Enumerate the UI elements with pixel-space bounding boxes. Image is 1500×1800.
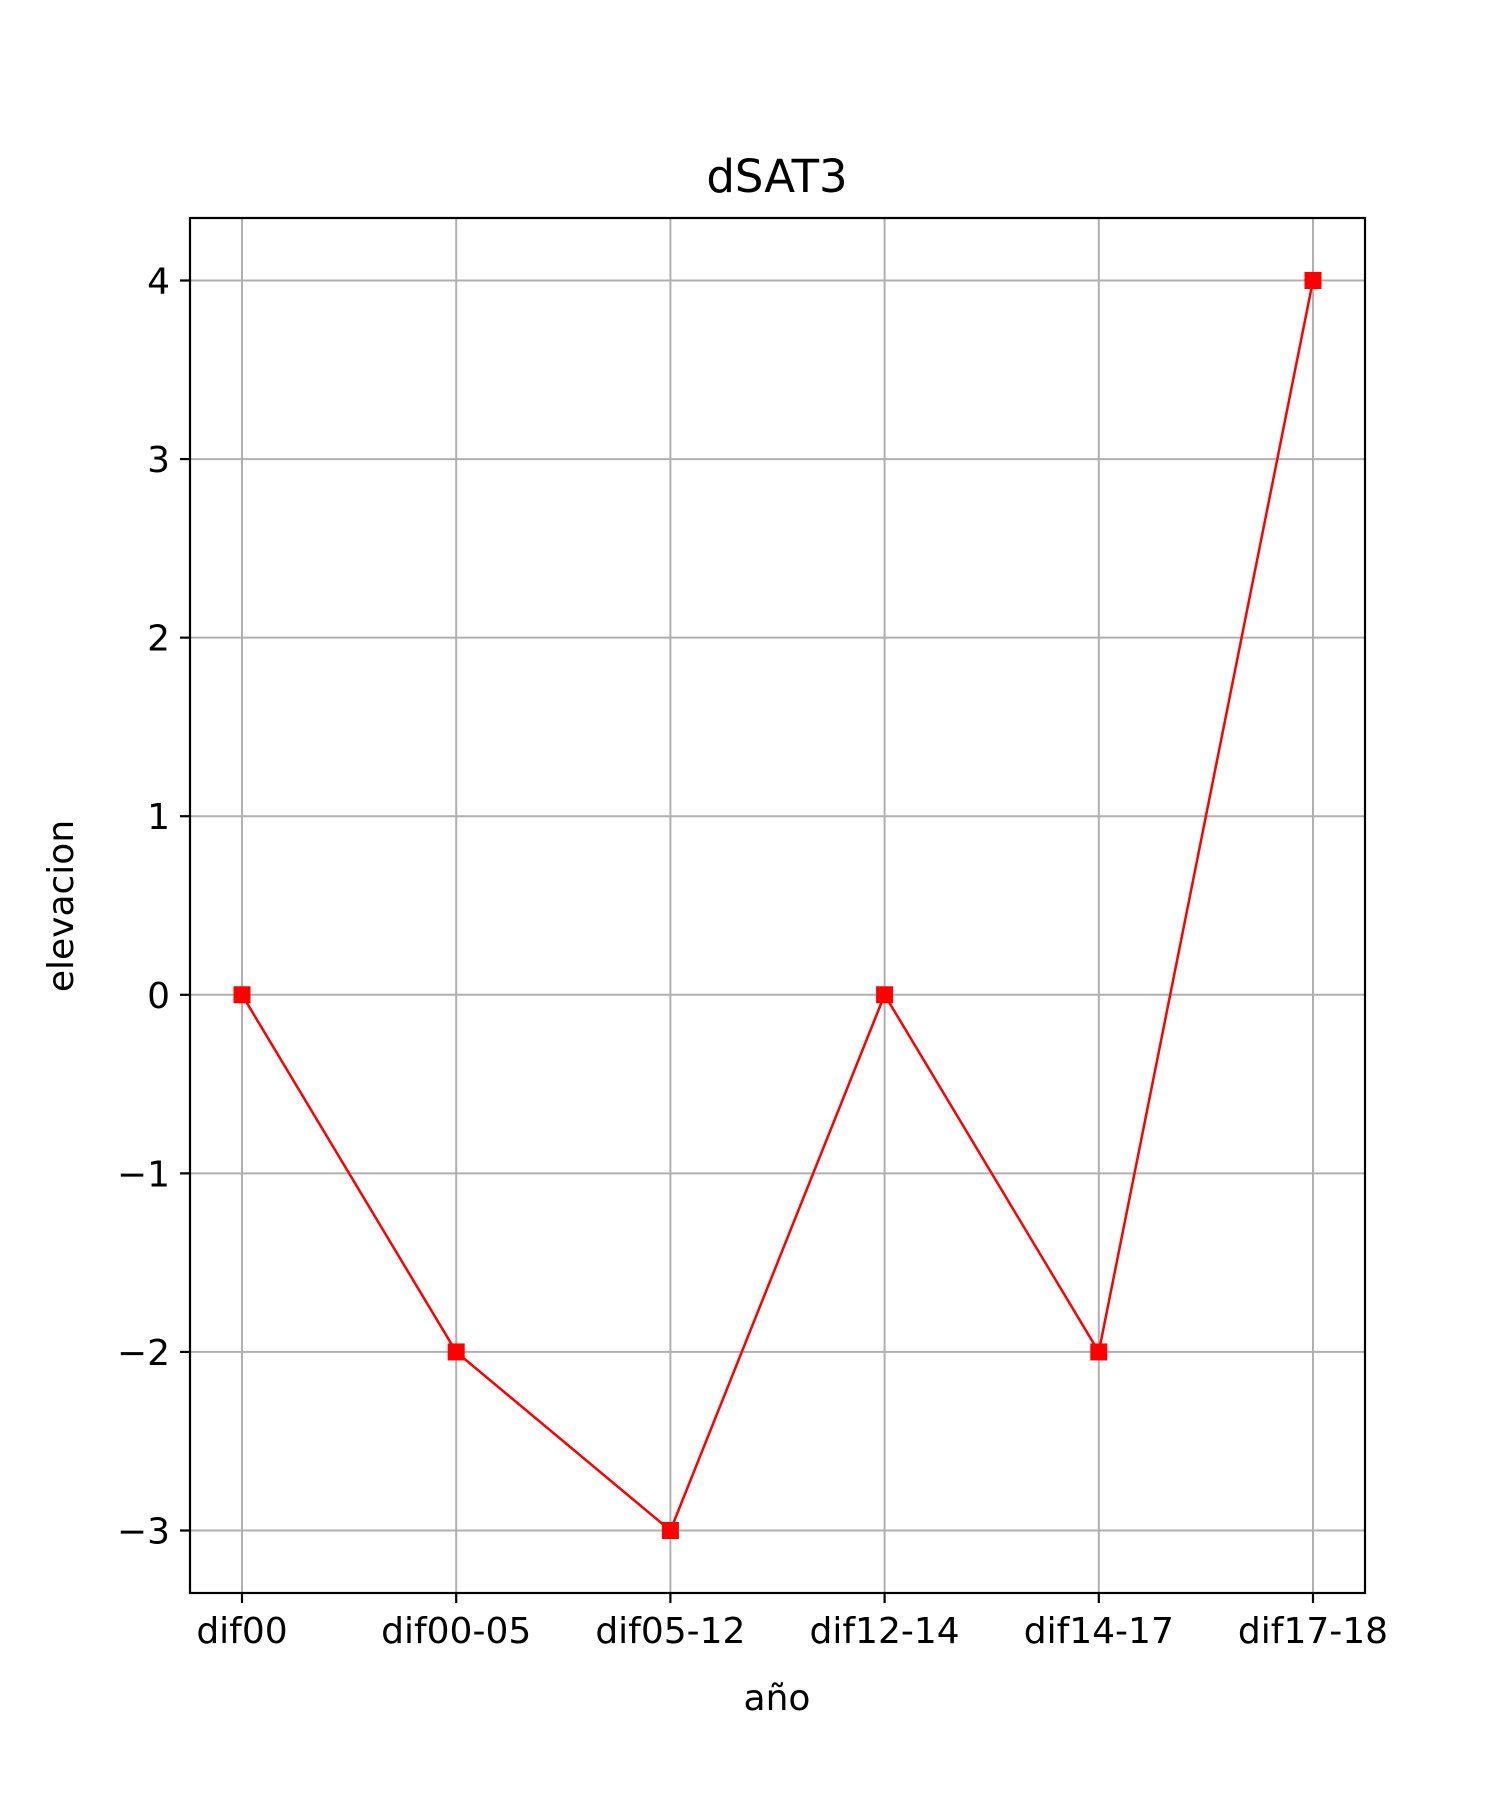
x-tick-label: dif17-18 xyxy=(1238,1611,1388,1652)
chart-title: dSAT3 xyxy=(706,150,847,203)
data-point-marker xyxy=(447,1343,465,1361)
data-point-marker xyxy=(1304,272,1322,289)
x-axis-label: año xyxy=(744,1678,811,1719)
axis-ticks: dif00 dif00-05 dif05-12 dif12-14 dif14-17 dif… xyxy=(117,262,1388,1653)
y-tick-label: 4 xyxy=(147,262,170,303)
y-tick-label: 1 xyxy=(147,797,170,838)
x-tick-label: dif00-05 xyxy=(381,1611,531,1652)
y-tick-label: −3 xyxy=(117,1512,170,1553)
x-tick-label: dif05-12 xyxy=(595,1611,745,1652)
x-tick-label: dif12-14 xyxy=(810,1611,960,1652)
data-point-marker xyxy=(876,986,894,1004)
y-tick-label: −1 xyxy=(117,1154,170,1195)
data-point-marker xyxy=(233,986,251,1004)
grid-lines xyxy=(190,218,1365,1593)
series-layer xyxy=(233,272,1322,1539)
series-line xyxy=(240,280,1315,1533)
x-tick-label: dif14-17 xyxy=(1024,1611,1174,1652)
data-point-marker xyxy=(661,1522,679,1539)
plot-frame xyxy=(188,216,1367,1595)
data-point-marker xyxy=(1090,1343,1108,1361)
y-tick-label: 2 xyxy=(147,619,170,660)
y-tick-label: −2 xyxy=(117,1333,170,1374)
x-tick-label: dif00 xyxy=(196,1611,287,1652)
y-tick-label: 3 xyxy=(147,440,170,481)
y-axis-label: elevacion xyxy=(41,820,82,992)
y-tick-label: 0 xyxy=(147,976,170,1017)
